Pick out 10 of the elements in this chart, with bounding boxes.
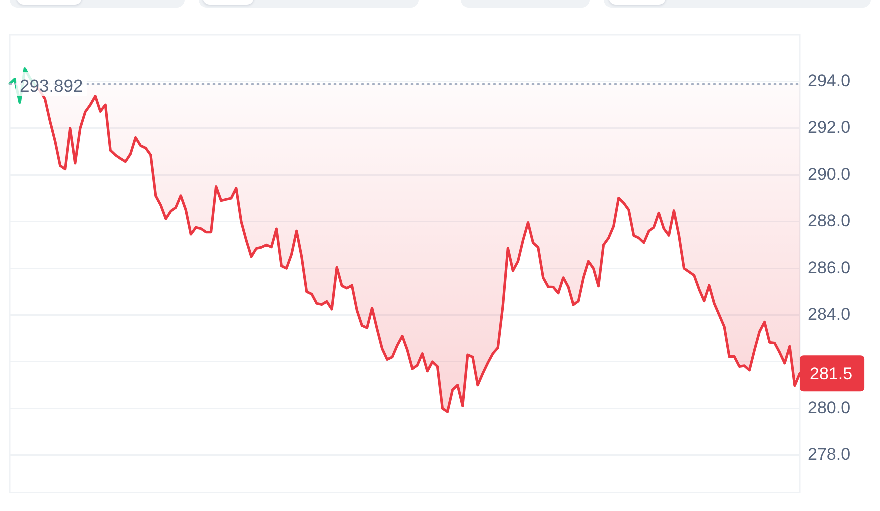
y-tick-label: 286.0 [808, 258, 851, 278]
y-tick-label: 278.0 [808, 445, 851, 464]
y-tick-label: 290.0 [808, 164, 851, 184]
y-tick-label: 284.0 [808, 304, 851, 324]
y-tick-label: 288.0 [808, 212, 851, 231]
text: 281.5 [810, 364, 853, 384]
y-tick-label: 294.0 [808, 71, 851, 90]
y-tick-label: 292.0 [808, 118, 851, 138]
y-tick-label: 280.0 [808, 398, 851, 418]
ref-line-label: 293.892 [20, 76, 84, 96]
